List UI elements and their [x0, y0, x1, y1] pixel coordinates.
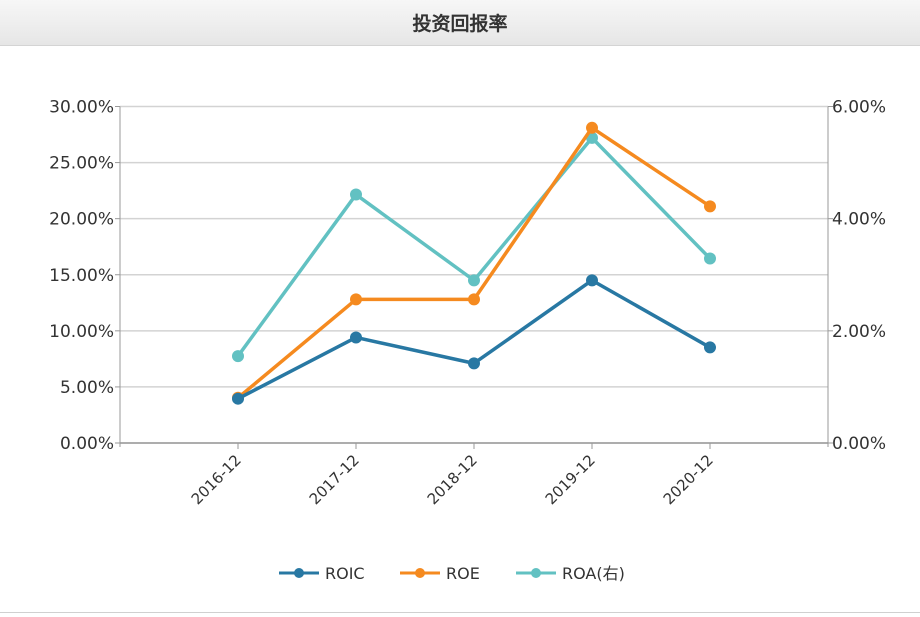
x-axis-tick-label: 2019-12: [542, 451, 599, 508]
left-axis-tick-label: 30.00%: [49, 98, 114, 118]
data-point-ROA(右): [232, 350, 244, 363]
chart-title: 投资回报率: [412, 13, 508, 35]
legend-label: ROE: [446, 564, 480, 583]
x-axis-tick-label: 2018-12: [424, 451, 481, 508]
legend-label: ROA(右): [562, 564, 625, 583]
data-point-ROE: [468, 293, 480, 306]
left-axis-tick-label: 0.00%: [60, 434, 114, 454]
left-axis-tick-label: 10.00%: [49, 322, 114, 342]
right-axis-tick-label: 0.00%: [832, 434, 886, 454]
data-point-ROIC: [468, 357, 480, 370]
x-axis-tick-label: 2016-12: [188, 451, 245, 508]
right-axis-tick-label: 6.00%: [832, 98, 886, 118]
legend-marker-ROA(右): [531, 568, 541, 578]
series-line-ROA(右): [236, 136, 712, 358]
legend-label: ROIC: [325, 564, 365, 583]
left-axis-tick-label: 25.00%: [49, 154, 114, 174]
data-point-ROIC: [232, 392, 244, 405]
data-point-ROIC: [350, 331, 362, 344]
right-axis-tick-label: 4.00%: [832, 210, 886, 230]
left-axis-tick-label: 20.00%: [49, 210, 114, 230]
data-point-ROA(右): [468, 274, 480, 287]
left-axis-tick-label: 15.00%: [49, 266, 114, 286]
data-point-ROA(右): [704, 252, 716, 265]
data-point-ROIC: [586, 274, 598, 287]
left-axis-tick-label: 5.00%: [60, 378, 114, 398]
data-point-ROA(右): [350, 188, 362, 201]
series-line-ROE: [236, 126, 711, 400]
divider: [0, 612, 920, 613]
data-point-ROE: [704, 200, 716, 213]
legend-marker-ROIC: [294, 568, 304, 578]
x-axis-tick-label: 2020-12: [660, 451, 717, 508]
legend-marker-ROE: [415, 568, 425, 578]
x-axis-tick-label: 2017-12: [306, 451, 363, 508]
data-point-ROE: [586, 121, 598, 134]
data-point-ROE: [350, 293, 362, 306]
data-point-ROIC: [704, 341, 716, 354]
chart-header: 投资回报率: [0, 0, 920, 46]
right-axis-tick-label: 2.00%: [832, 322, 886, 342]
